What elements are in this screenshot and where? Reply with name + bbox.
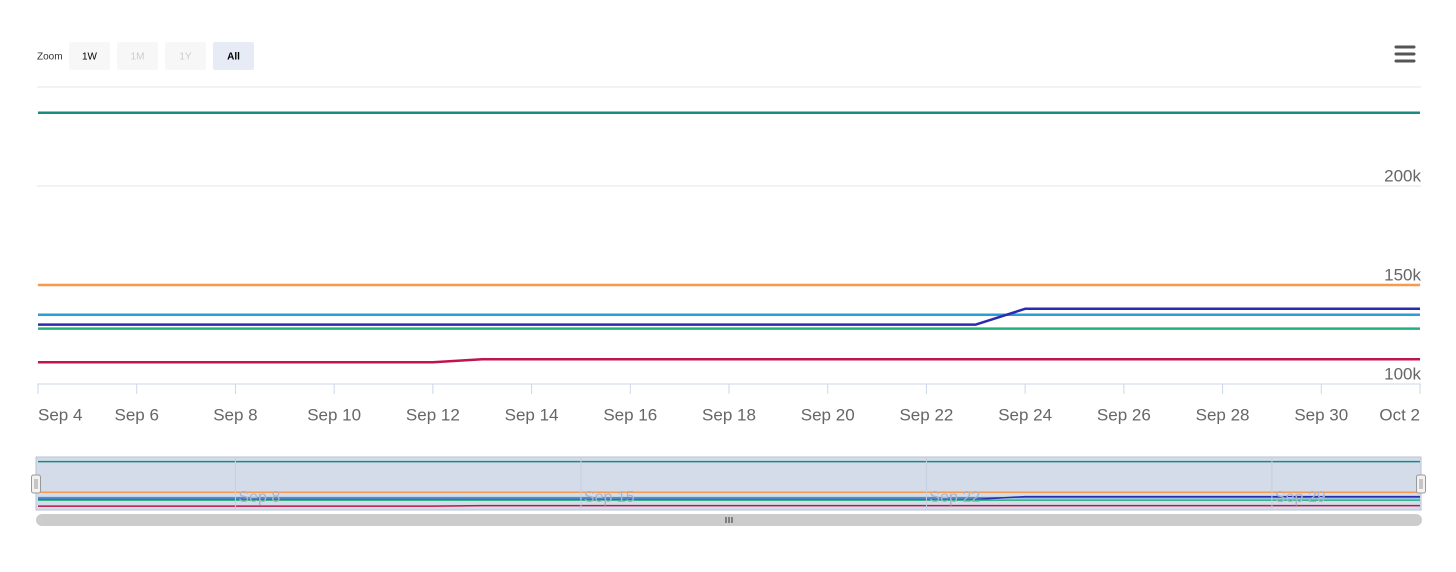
button-bg xyxy=(213,42,254,70)
handle-body xyxy=(31,474,41,494)
button-bg xyxy=(165,42,206,70)
series-line xyxy=(38,358,1420,364)
zoom-button[interactable]: 1W xyxy=(69,42,110,70)
x-tick-label: Sep 28 xyxy=(1196,405,1250,424)
navigator-handle[interactable] xyxy=(1416,474,1426,494)
button-bg xyxy=(117,42,158,70)
x-tick-label: Sep 18 xyxy=(702,405,756,424)
zoom-button[interactable]: 1Y xyxy=(165,42,206,70)
zoom-button[interactable]: 1M xyxy=(117,42,158,70)
series-line xyxy=(38,307,1420,326)
handle-body xyxy=(1416,474,1426,494)
navigator-bg xyxy=(35,456,1422,511)
zoom-label: Zoom xyxy=(37,52,63,63)
x-tick-label: Sep 4 xyxy=(38,405,82,424)
navigator-handle[interactable] xyxy=(31,474,41,494)
x-tick-label: Sep 30 xyxy=(1294,405,1348,424)
zoom-button[interactable]: All xyxy=(213,42,254,70)
x-tick-label: Sep 16 xyxy=(603,405,657,424)
button-label: 1M xyxy=(131,52,145,63)
x-tick-label: Sep 22 xyxy=(899,405,953,424)
button-label: 1W xyxy=(82,52,98,63)
x-tick-label: Oct 2 xyxy=(1379,405,1420,424)
x-tick-label: Sep 20 xyxy=(801,405,855,424)
navigator-label: Sep 8 xyxy=(238,489,280,506)
button-label: 1Y xyxy=(179,52,192,63)
x-tick-label: Sep 24 xyxy=(998,405,1052,424)
button-bg xyxy=(69,42,110,70)
x-tick-label: Sep 26 xyxy=(1097,405,1151,424)
x-tick-label: Sep 12 xyxy=(406,405,460,424)
navigator-line xyxy=(38,504,1420,507)
scrollbar[interactable] xyxy=(36,514,1422,526)
menu-icon[interactable] xyxy=(1394,45,1416,63)
x-tick-label: Sep 6 xyxy=(114,405,158,424)
y-tick-label: 150k xyxy=(1384,265,1421,284)
navigator-label: Sep 29 xyxy=(1275,489,1326,506)
navigator-label: Sep 15 xyxy=(584,489,635,506)
y-tick-label: 100k xyxy=(1384,364,1421,383)
x-tick-label: Sep 14 xyxy=(505,405,559,424)
y-tick-label: 200k xyxy=(1384,166,1421,185)
x-tick-label: Sep 8 xyxy=(213,405,257,424)
navigator-label: Sep 22 xyxy=(929,489,980,506)
x-tick-label: Sep 10 xyxy=(307,405,361,424)
button-label: All xyxy=(227,52,240,63)
